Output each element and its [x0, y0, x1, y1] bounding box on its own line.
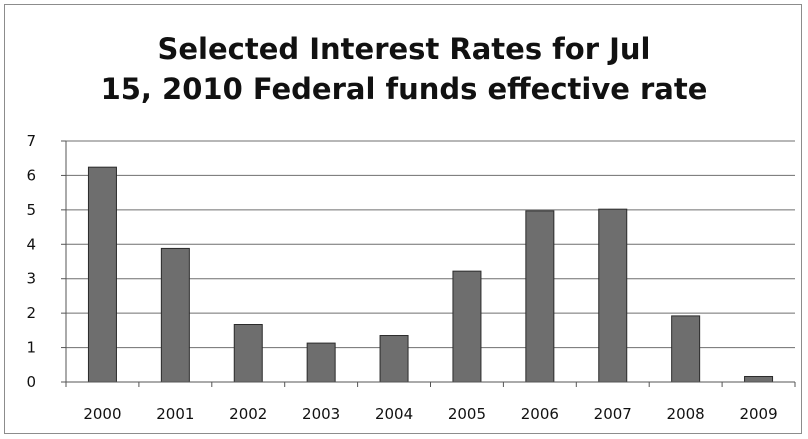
x-tick-label-2008: 2008: [667, 405, 705, 423]
bar-2007: [598, 208, 628, 383]
x-tick-label-2009: 2009: [739, 405, 777, 423]
y-tick-label-6: 6: [26, 166, 36, 184]
bar-2002: [233, 324, 263, 383]
y-tick-label-4: 4: [26, 235, 36, 253]
chart-title-line-2: 15, 2010 Federal funds effective rate: [100, 72, 708, 106]
y-tick-label-2: 2: [26, 304, 36, 322]
x-tick-label-2006: 2006: [521, 405, 559, 423]
bar-2004: [379, 335, 409, 383]
x-tick-label-2007: 2007: [594, 405, 632, 423]
x-tick-label-2002: 2002: [229, 405, 267, 423]
x-tick-label-2003: 2003: [302, 405, 340, 423]
x-tick-label-2000: 2000: [83, 405, 121, 423]
x-tick-label-2001: 2001: [156, 405, 194, 423]
y-tick-label-5: 5: [26, 201, 36, 219]
tick-labels: 0 1 2 3 4 5 6 7 2000 2001 2002 2003 2004 2005 2006 2007…: [26, 132, 777, 423]
bars: [87, 166, 774, 383]
bar-2006: [525, 210, 555, 383]
y-tick-label-7: 7: [26, 132, 36, 150]
y-tick-label-1: 1: [26, 339, 36, 357]
x-tick-label-2005: 2005: [448, 405, 486, 423]
bar-2001: [160, 247, 190, 383]
bar-2000: [87, 166, 117, 383]
axes: [61, 140, 796, 387]
chart-title-line-1: Selected Interest Rates for Jul: [157, 32, 651, 66]
bar-2008: [671, 315, 701, 383]
bar-2009: [744, 375, 774, 383]
bar-2003: [306, 342, 336, 383]
y-tick-label-3: 3: [26, 270, 36, 288]
y-tick-label-0: 0: [26, 373, 36, 391]
bar-2005: [452, 270, 482, 383]
x-tick-label-2004: 2004: [375, 405, 413, 423]
